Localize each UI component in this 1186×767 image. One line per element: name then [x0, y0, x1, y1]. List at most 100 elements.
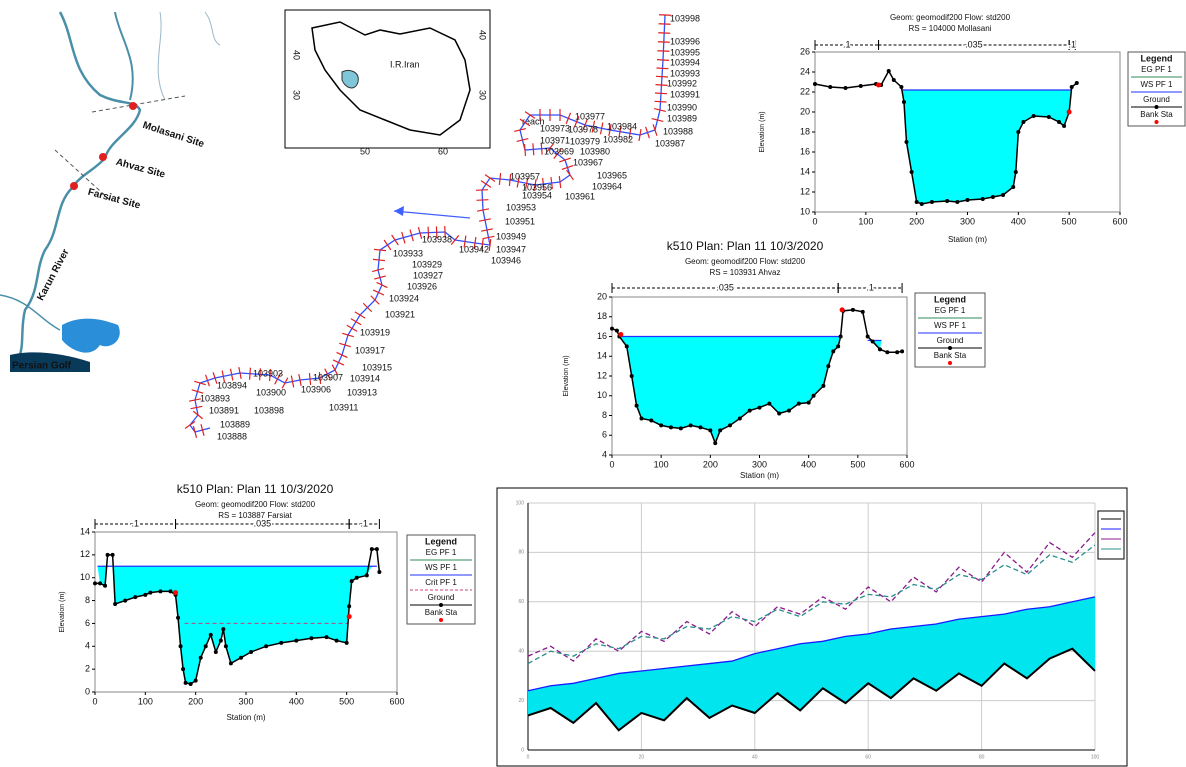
ground-point	[1021, 120, 1025, 124]
legend-label: EG PF 1	[935, 306, 966, 315]
site-dot	[99, 153, 107, 161]
ground-point	[93, 581, 97, 585]
station-label: 103929	[412, 259, 442, 269]
ground-point	[991, 195, 995, 199]
chart-subtitle: RS = 103931 Ahvaz	[710, 268, 781, 277]
ground-point	[158, 589, 162, 593]
ground-point	[635, 404, 639, 408]
ground-point	[345, 641, 349, 645]
legend-label: Bank Sta	[934, 351, 967, 360]
roughness-label: .1	[843, 39, 851, 49]
country-label: I.R.Iran	[390, 59, 420, 69]
sea-label: Persian Golf	[12, 361, 72, 372]
ground-point	[930, 200, 934, 204]
inset-map: I.R.Iran 40 30 40 30 50 60	[285, 10, 490, 156]
cross-section-tick	[657, 51, 669, 52]
y-tick-label: 40	[518, 649, 524, 655]
station-label: 103978	[568, 124, 598, 134]
site-label: Ahvaz Site	[115, 157, 167, 181]
ground-point	[826, 364, 830, 368]
location-map: Molasani Site Ahvaz Site Farsiat Site Ka…	[0, 12, 220, 372]
x-tick-label: 200	[909, 216, 924, 226]
x-tick-label: 60	[865, 754, 871, 760]
ground-point	[1057, 120, 1061, 124]
x-tick-label: 300	[238, 696, 253, 706]
cross-section-tick	[333, 360, 344, 365]
legend-label: EG PF 1	[426, 548, 457, 557]
y-tick-label: 10	[800, 206, 810, 216]
x-tick-label: 500	[1062, 216, 1077, 226]
x-tick-label: 100	[1091, 754, 1100, 760]
y-tick-label: 20	[518, 698, 524, 704]
lat-label: 40	[478, 30, 488, 40]
cross-section-tick	[533, 143, 534, 155]
tributary	[115, 12, 133, 100]
station-label: 103996	[670, 36, 700, 46]
station-label: 103903	[253, 368, 283, 378]
ground-point	[738, 416, 742, 420]
y-tick-label: 20	[800, 106, 810, 116]
x-axis-label: Station (m)	[740, 471, 779, 480]
legend-marker	[1155, 120, 1159, 124]
ground-point	[325, 635, 329, 639]
bank-station	[876, 83, 881, 88]
ground-point	[871, 339, 875, 343]
station-label: 103967	[573, 157, 603, 167]
station-label: 103964	[592, 181, 622, 191]
ground-point	[309, 636, 313, 640]
station-label: 103919	[360, 327, 390, 337]
chart-subtitle: Geom: geomodif200 Flow: std200	[890, 13, 1011, 22]
ground-point	[839, 335, 843, 339]
ground-point	[807, 401, 811, 405]
ground-point	[184, 681, 188, 685]
ground-point	[902, 100, 906, 104]
station-label: 103969	[544, 146, 574, 156]
ground-point	[728, 423, 732, 427]
cross-section-tick	[656, 85, 668, 86]
station-label: 103977	[575, 111, 605, 121]
ground-point	[767, 402, 771, 406]
x-tick-label: 200	[188, 696, 203, 706]
ground-point	[910, 170, 914, 174]
ground-point	[615, 329, 619, 333]
ground-point	[1032, 114, 1036, 118]
station-label: 103927	[413, 270, 443, 280]
cross-section-tick	[658, 42, 670, 43]
ground-point	[214, 650, 218, 654]
legend-label: Ground	[1143, 95, 1170, 104]
station-label: 103980	[580, 146, 610, 156]
tributary	[158, 12, 165, 100]
x-tick-label: 400	[289, 696, 304, 706]
ground-point	[229, 661, 233, 665]
cross-section-tick	[477, 200, 489, 201]
cross-section-tick	[347, 325, 357, 331]
bank-station	[173, 590, 178, 595]
ground-point	[828, 85, 832, 89]
station-label: 103893	[200, 393, 230, 403]
y-tick-label: 4	[85, 641, 90, 651]
legend-label: WS PF 1	[934, 321, 967, 330]
ground-point	[370, 547, 374, 551]
x-axis-label: Station (m)	[226, 713, 265, 722]
sea	[62, 319, 120, 353]
station-label: 103915	[362, 362, 392, 372]
cross-section-tick	[559, 176, 560, 188]
y-tick-label: 14	[800, 166, 810, 176]
ground-point	[887, 69, 891, 73]
ground-point	[111, 553, 115, 557]
chart-subtitle: RS = 104000 Mollasani	[909, 24, 992, 33]
ground-point	[966, 198, 970, 202]
y-tick-label: 14	[80, 526, 90, 536]
legend-label: Bank Sta	[425, 608, 458, 617]
ground-point	[831, 349, 835, 353]
x-tick-label: 40	[752, 754, 758, 760]
y-tick-label: 2	[85, 664, 90, 674]
site-label: Molasani Site	[141, 120, 206, 150]
station-label: 103991	[670, 89, 700, 99]
cross-section-tick	[374, 249, 386, 250]
ground-point	[689, 423, 693, 427]
ground-point	[899, 85, 903, 89]
roughness-label: .1	[866, 282, 874, 292]
ground-point	[219, 639, 223, 643]
y-tick-label: 10	[597, 390, 607, 400]
